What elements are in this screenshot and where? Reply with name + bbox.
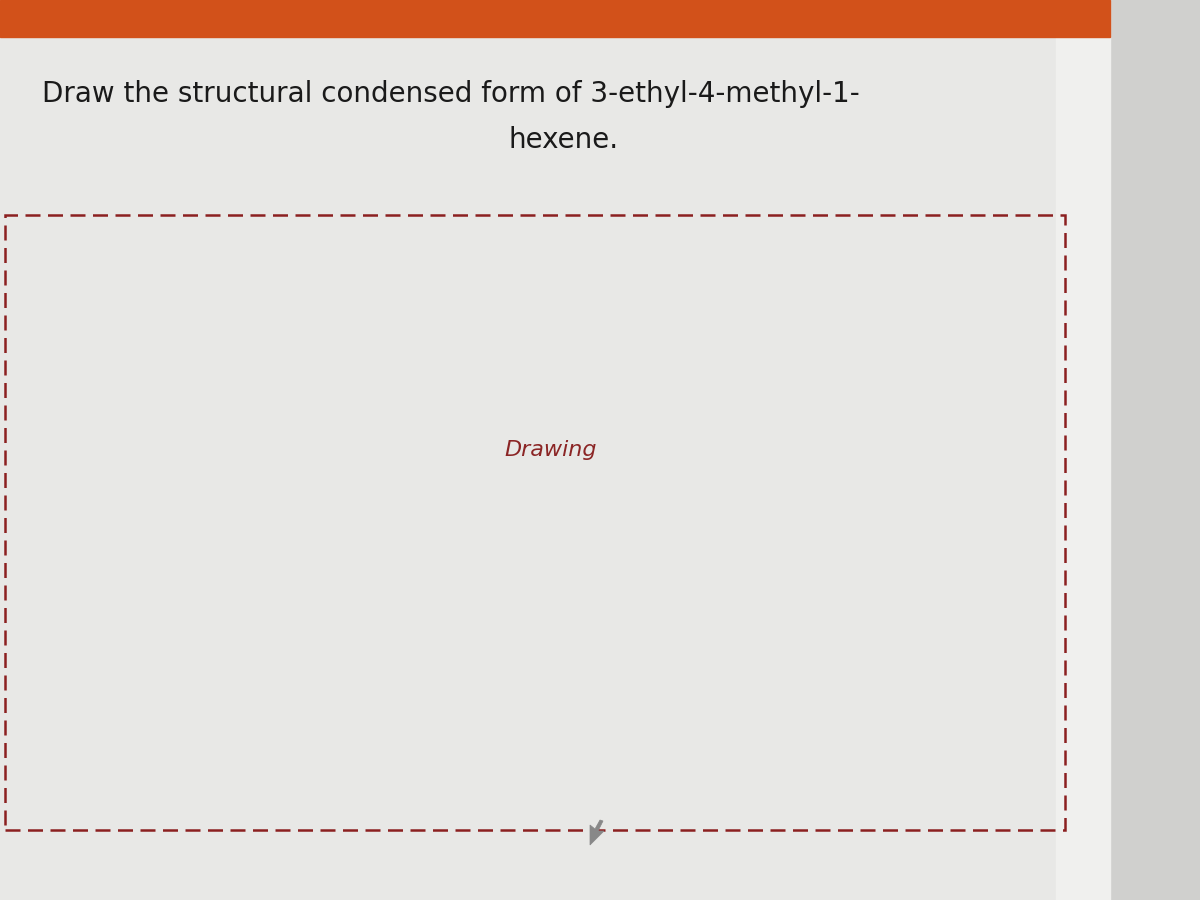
Bar (0, 0, 1110, 37)
Bar (1110, 0, 1200, 900)
Polygon shape (590, 820, 604, 845)
Text: Drawing: Drawing (504, 440, 596, 460)
Bar (1056, 0, 1110, 900)
Text: Draw the structural condensed form of 3-ethyl-4-methyl-1-: Draw the structural condensed form of 3-… (42, 80, 859, 109)
Bar (5, 215, 1066, 830)
Text: hexene.: hexene. (509, 125, 619, 154)
